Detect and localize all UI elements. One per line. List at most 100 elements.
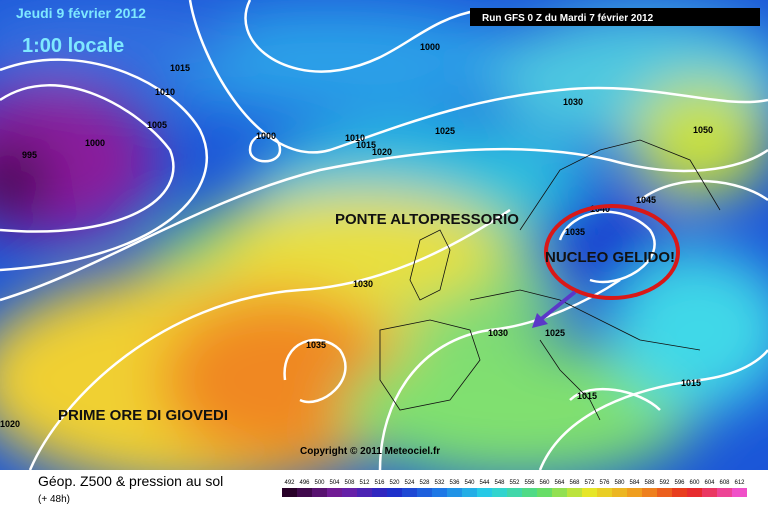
isobar-label: 1035 [565, 227, 585, 237]
isobar-lines [0, 0, 768, 470]
scale-swatch [372, 488, 387, 497]
time: 1:00 locale [22, 35, 124, 57]
isobar-label: 1000 [85, 138, 105, 148]
isobar-label: 1005 [147, 120, 167, 130]
isobar-label: 995 [22, 150, 37, 160]
scale-label: 564 [554, 480, 565, 486]
scale-label: 520 [389, 480, 400, 486]
scale-swatch [417, 488, 432, 497]
scale-label: 544 [479, 480, 490, 486]
arrow [538, 290, 577, 322]
scale-label: 580 [614, 480, 625, 486]
scale-swatch [672, 488, 687, 497]
isobar-label: 1030 [353, 279, 373, 289]
date: Jeudi 9 février 2012 [16, 5, 146, 21]
isobar-label: 1030 [488, 328, 508, 338]
isobar-label: 1015 [577, 391, 597, 401]
scale-label: 576 [599, 480, 610, 486]
scale-swatch [507, 488, 522, 497]
isobar-label: 1025 [435, 126, 455, 136]
isobar-label: 1040 [590, 204, 610, 214]
scale-label: 572 [584, 480, 595, 486]
scale-swatch [492, 488, 507, 497]
coastlines [379, 139, 721, 421]
scale-swatch [327, 488, 342, 497]
scale-swatch [567, 488, 582, 497]
isobar-label: 1050 [693, 125, 713, 135]
arrow-head [532, 313, 548, 328]
scale-label: 552 [509, 480, 520, 486]
footer-lead: (+ 48h) [38, 494, 70, 505]
scale-swatch [702, 488, 717, 497]
isobar-label: 1010 [155, 87, 175, 97]
isobar-label: 1045 [636, 195, 656, 205]
scale-swatch [552, 488, 567, 497]
scale-label: 604 [704, 480, 715, 486]
scale-swatch [402, 488, 417, 497]
scale-label: 548 [494, 480, 505, 486]
scale-swatch [522, 488, 537, 497]
scale-swatch [582, 488, 597, 497]
scale-label: 512 [359, 480, 370, 486]
run-box [470, 8, 760, 26]
isobar-label: 1010 [345, 133, 365, 143]
scale-label: 504 [329, 480, 340, 486]
isobar-label: 1035 [306, 340, 326, 350]
scale-swatch [657, 488, 672, 497]
scale-swatch [642, 488, 657, 497]
scale-label: 536 [449, 480, 460, 486]
isobar-label: 1025 [545, 328, 565, 338]
scale-swatch [432, 488, 447, 497]
scale-label: 496 [299, 480, 310, 486]
annotation: PRIME ORE DI GIOVEDI [58, 407, 228, 424]
isobar-label: 1015 [681, 378, 701, 388]
scale-swatch [717, 488, 732, 497]
scale-label: 524 [404, 480, 415, 486]
field [0, 0, 768, 470]
scale-label: 500 [314, 480, 325, 486]
scale-label: 600 [689, 480, 700, 486]
isobar-label: 1015 [170, 63, 190, 73]
scale-swatch [612, 488, 627, 497]
scale-label: 568 [569, 480, 580, 486]
scale-label: 560 [539, 480, 550, 486]
scale-label: 556 [524, 480, 535, 486]
scale-label: 588 [644, 480, 655, 486]
scale-swatch [477, 488, 492, 497]
scale-swatch [447, 488, 462, 497]
copyright: Copyright © 2011 Meteociel.fr [300, 446, 440, 457]
scale-label: 612 [734, 480, 745, 486]
scale-label: 540 [464, 480, 475, 486]
scale-swatch [342, 488, 357, 497]
isobar-label: 1020 [372, 147, 392, 157]
scale-swatch [627, 488, 642, 497]
isobar-label: 1015 [356, 140, 376, 150]
isobar-label: 1000 [256, 131, 276, 141]
run: Run GFS 0 Z du Mardi 7 février 2012 [482, 13, 654, 24]
scale-swatch [732, 488, 747, 497]
scale-swatch [687, 488, 702, 497]
annotation: NUCLEO GELIDO! [545, 249, 675, 266]
isobar-label: 1030 [563, 97, 583, 107]
color-scale: 492 496 500 504 508 512 516 520 524 528 532 536 540 5… [282, 480, 747, 497]
scale-label: 492 [284, 480, 295, 486]
scale-swatch [387, 488, 402, 497]
scale-label: 584 [629, 480, 640, 486]
scale-label: 592 [659, 480, 670, 486]
isobar-label: 1020 [0, 419, 20, 429]
scale-label: 508 [344, 480, 355, 486]
scale-swatch [462, 488, 477, 497]
scale-swatch [597, 488, 612, 497]
scale-label: 596 [674, 480, 685, 486]
scale-label: 532 [434, 480, 445, 486]
isobar-label: 1000 [420, 42, 440, 52]
scale-swatch [357, 488, 372, 497]
scale-label: 516 [374, 480, 385, 486]
footer-title: Géop. Z500 & pression au sol [38, 473, 223, 489]
scale-swatch [297, 488, 312, 497]
annotation: PONTE ALTOPRESSORIO [335, 211, 519, 228]
scale-swatch [282, 488, 297, 497]
scale-swatch [312, 488, 327, 497]
scale-label: 608 [719, 480, 730, 486]
